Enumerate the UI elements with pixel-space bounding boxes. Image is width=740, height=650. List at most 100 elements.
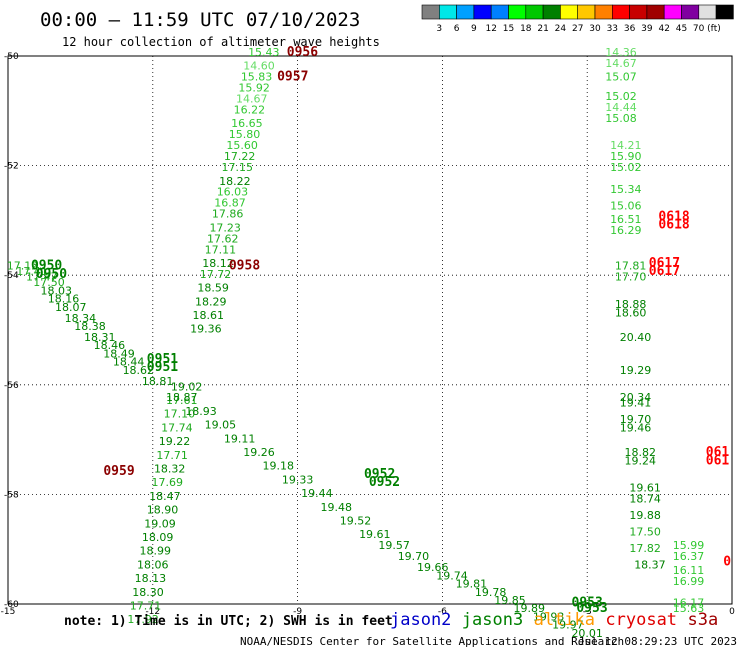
swh-value-label: 19.93: [533, 610, 565, 623]
time-marker-label: 0618: [658, 218, 689, 233]
chart-title: 00:00 – 11:59 UTC 07/10/2023: [40, 9, 360, 31]
swh-value-label: 19.70: [398, 550, 430, 563]
time-marker-label: 0953: [576, 601, 607, 616]
swh-value-label: 15.99: [673, 539, 705, 552]
swh-value-label: 15.43: [248, 46, 280, 59]
swh-value-label: 17.23: [209, 221, 241, 234]
swh-value-label: 19.70: [620, 413, 652, 426]
swh-value-label: 18.34: [65, 312, 97, 325]
legend-swatch: [681, 4, 700, 20]
swh-value-label: 18.88: [615, 298, 647, 311]
swh-value-label: 18.03: [41, 284, 73, 297]
swh-value-label: 19.33: [282, 473, 314, 486]
swh-value-label: 18.12: [202, 257, 234, 270]
swh-value-label: 15.07: [605, 71, 637, 84]
swh-value-label: 17.47: [26, 271, 58, 284]
legend-swatch: [438, 4, 457, 20]
time-marker-label: 0950: [36, 267, 67, 282]
swh-value-label: 14.60: [243, 60, 275, 73]
time-marker-label: 0: [723, 555, 731, 570]
swh-value-label: 15.83: [241, 71, 273, 84]
y-tick-label: -58: [4, 490, 19, 500]
legend-swatch: [490, 4, 509, 20]
swh-value-label: 19.61: [359, 528, 391, 541]
legend-swatch: [542, 4, 561, 20]
time-marker-label: 0959: [103, 464, 134, 479]
time-marker-label: 0957: [277, 70, 308, 85]
swh-value-label: 16.87: [214, 197, 246, 210]
credit-line: NOAA/NESDIS Center for Satellite Applica…: [240, 635, 624, 648]
swh-value-label: 18.46: [94, 339, 126, 352]
swh-value-label: 18.38: [74, 320, 106, 333]
swh-value-label: 17.50: [33, 276, 65, 289]
swh-value-label: 19.44: [301, 487, 333, 500]
swh-value-label: 15.02: [610, 161, 642, 174]
satellite-name-cryosat: cryosat: [605, 610, 677, 630]
legend-label: 30: [589, 24, 601, 34]
swh-value-label: 16.65: [231, 117, 263, 130]
swh-value-label: 17.10: [164, 408, 196, 421]
swh-value-label: 19.22: [159, 435, 191, 448]
legend-label: 18: [520, 24, 532, 34]
legend-label: 39: [641, 24, 653, 34]
swh-value-label: 16.22: [234, 104, 266, 117]
legend-label: 42: [658, 24, 669, 34]
swh-value-label: 17.82: [629, 542, 661, 555]
swh-value-label: 18.32: [154, 462, 186, 475]
swh-value-label: 18.29: [195, 295, 227, 308]
swh-value-label: 19.89: [514, 602, 546, 615]
time-marker-label: 0956: [287, 45, 318, 60]
swh-value-label: 17.22: [224, 150, 256, 163]
swh-value-label: 18.62: [123, 364, 155, 377]
x-tick-label: 0: [729, 607, 735, 617]
swh-value-label: 14.44: [605, 101, 637, 114]
swh-value-label: 19.41: [620, 397, 652, 410]
swh-value-label: 18.61: [193, 309, 225, 322]
swh-value-label: 14.67: [605, 57, 637, 70]
y-tick-label: -52: [4, 162, 19, 172]
swh-value-label: 17.74: [161, 421, 193, 434]
swh-value-label: 19.18: [263, 460, 295, 473]
swh-value-label: 18.90: [147, 504, 179, 517]
swh-value-label: 18.74: [629, 493, 661, 506]
legend-label: 21: [537, 24, 548, 34]
swh-value-label: 18.22: [219, 175, 251, 188]
swh-value-label: 14.36: [605, 46, 637, 59]
swh-value-label: 17.81: [615, 260, 647, 273]
swh-value-label: 17.72: [200, 268, 232, 281]
swh-value-label: 17.86: [212, 208, 244, 221]
swh-value-label: 19.78: [475, 586, 507, 599]
time-marker-label: 0953: [572, 596, 603, 611]
satellite-name-jason3: jason3: [462, 610, 523, 630]
legend-swatch: [594, 4, 613, 20]
legend-label: 3: [436, 24, 442, 34]
time-marker-label: 0951: [147, 360, 178, 375]
swh-value-label: 19.52: [340, 515, 372, 528]
legend-swatch: [715, 4, 734, 20]
legend-swatch: [421, 4, 440, 20]
time-marker-label: 0952: [369, 475, 400, 490]
swh-value-label: 14.67: [236, 93, 268, 106]
swh-value-label: 19.29: [620, 364, 652, 377]
swh-value-label: 18.60: [615, 306, 647, 319]
legend-label: 33: [607, 24, 618, 34]
swh-value-label: 18.06: [137, 558, 169, 571]
time-marker-label: 0952: [364, 467, 395, 482]
plot-area: -15 -12 -9 -6 -3 0-50-52-54-56-58-6015.4314.6…: [1, 45, 735, 640]
swh-value-label: 14.21: [610, 139, 642, 152]
swh-value-label: 18.93: [185, 405, 217, 418]
swh-value-label: 18.59: [197, 282, 229, 295]
swh-value-label: 17.61: [166, 394, 198, 407]
time-marker-label: 0958: [229, 259, 260, 274]
x-tick-label: -3: [583, 607, 592, 617]
swh-value-label: 20.40: [620, 331, 652, 344]
swh-value-label: 19.61: [629, 482, 661, 495]
swh-value-label: 17.92: [127, 613, 159, 626]
swh-value-label: 19.24: [625, 454, 657, 467]
legend-swatch: [525, 4, 544, 20]
swh-value-label: 17.71: [156, 449, 188, 462]
x-tick-label: -6: [438, 607, 447, 617]
swh-value-label: 17.62: [207, 232, 239, 245]
legend-swatch: [629, 4, 648, 20]
